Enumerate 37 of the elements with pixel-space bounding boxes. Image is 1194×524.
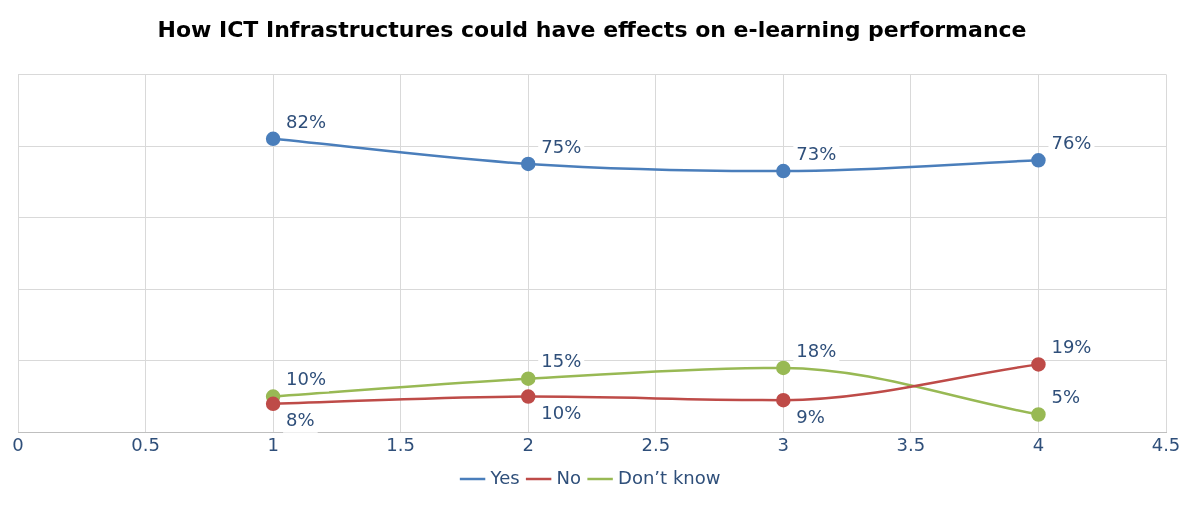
- legend-label: No: [556, 466, 582, 488]
- data-label: 10%: [286, 368, 327, 390]
- legend-label: Don’t know: [618, 466, 721, 488]
- data-label: 82%: [286, 110, 327, 132]
- x-tick-label: 0.5: [131, 433, 160, 455]
- x-tick-label: 3.5: [896, 433, 926, 455]
- x-tick-label: 4: [1032, 433, 1045, 455]
- point: [1031, 407, 1046, 422]
- point: [520, 156, 536, 172]
- data-label: 76%: [1051, 131, 1092, 153]
- legend-label: Yes: [489, 466, 520, 488]
- x-tick-label: 1: [267, 433, 279, 455]
- data-label: 73%: [796, 142, 837, 164]
- data-label: 9%: [796, 405, 825, 427]
- data-label: 15%: [541, 350, 582, 372]
- data-label: 19%: [1051, 336, 1092, 358]
- point: [776, 392, 791, 408]
- x-tick-label: 0: [12, 433, 24, 455]
- point: [1031, 153, 1046, 168]
- point: [520, 389, 536, 404]
- x-tick-label: 1.5: [386, 433, 415, 455]
- data-label: 75%: [541, 135, 582, 157]
- point: [520, 371, 536, 386]
- point: [265, 396, 281, 412]
- point: [776, 360, 791, 376]
- x-tick-label: 2: [522, 433, 534, 455]
- point: [776, 163, 791, 179]
- data-label: 8%: [286, 409, 315, 431]
- chart-title: How ICT Infrastructures could have effects on e-learning performance: [157, 16, 1027, 42]
- data-label: 10%: [541, 402, 582, 424]
- point: [265, 131, 281, 147]
- x-tick-label: 2.5: [641, 433, 671, 455]
- x-tick-label: 3: [777, 433, 790, 455]
- x-tick-label: 4.5: [1151, 433, 1181, 455]
- data-label: 18%: [796, 339, 837, 361]
- point: [1031, 357, 1046, 372]
- data-label: 5%: [1051, 386, 1081, 408]
